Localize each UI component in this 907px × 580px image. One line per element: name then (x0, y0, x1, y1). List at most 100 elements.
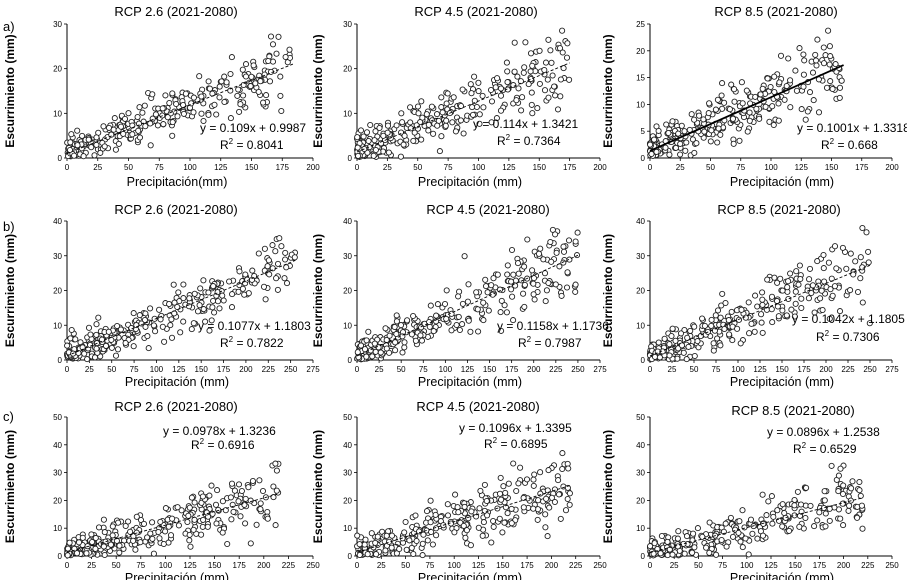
data-point (826, 505, 833, 512)
data-point (174, 303, 181, 311)
data-point (443, 100, 450, 107)
data-point (147, 120, 154, 127)
data-point (666, 151, 673, 158)
data-point (238, 487, 245, 495)
data-point (401, 132, 408, 139)
data-point (666, 352, 673, 359)
data-point (566, 256, 573, 263)
data-point (515, 270, 522, 277)
data-point (455, 313, 462, 320)
data-point (794, 488, 801, 495)
data-point (209, 510, 216, 517)
data-point (221, 73, 228, 80)
data-point (107, 541, 114, 548)
data-point (391, 323, 398, 331)
data-point (757, 91, 764, 98)
data-point (265, 57, 272, 65)
panel-title: RCP 4.5 (2021-2080) (414, 4, 537, 19)
y-axis-label: Escurrimiento (mm) (3, 234, 17, 347)
data-point (529, 62, 536, 69)
data-point (783, 82, 790, 90)
x-tick-label: 225 (861, 561, 875, 570)
data-point (666, 341, 673, 348)
data-point (87, 331, 94, 338)
x-tick-label: 0 (648, 163, 653, 172)
data-point (699, 533, 706, 540)
data-point (674, 535, 681, 542)
data-point (535, 497, 542, 504)
data-point (426, 323, 433, 330)
data-point (745, 551, 752, 558)
data-point (739, 507, 746, 514)
x-tick-label: 150 (496, 561, 510, 570)
data-point (245, 484, 252, 491)
data-point (552, 281, 559, 288)
data-point (200, 117, 207, 125)
data-point (559, 27, 566, 34)
data-point (190, 109, 197, 116)
data-point (510, 460, 517, 467)
data-point (373, 551, 380, 558)
data-point (208, 482, 215, 489)
data-point (376, 124, 383, 132)
data-point (265, 257, 272, 264)
data-point (719, 290, 726, 297)
data-point (459, 300, 466, 307)
data-point (361, 541, 368, 548)
data-point (528, 101, 535, 108)
data-point (392, 339, 399, 346)
y-tick-label: 30 (53, 252, 62, 261)
data-point (856, 487, 863, 494)
x-tick-label: 50 (401, 561, 410, 570)
r-squared-prefix: R (793, 442, 802, 456)
data-point (545, 36, 552, 43)
data-point (228, 480, 236, 487)
data-point (779, 287, 786, 294)
chart-panel-5: 0 25 50 75 100 125 150 175 200 225 250 275 0 10 20 30 40… (311, 202, 609, 389)
data-point (382, 547, 389, 554)
data-point (382, 325, 389, 332)
y-tick-label: 30 (636, 469, 645, 478)
data-point (737, 340, 744, 347)
data-point (443, 315, 450, 322)
data-point (572, 288, 579, 295)
data-point (357, 127, 365, 134)
data-point (474, 306, 481, 313)
data-point (221, 98, 228, 106)
data-point (821, 488, 828, 495)
data-point (793, 87, 800, 94)
data-point (360, 133, 367, 140)
data-point (460, 130, 467, 137)
data-point (465, 281, 472, 288)
x-tick-label: 175 (217, 365, 231, 374)
x-tick-label: 175 (520, 561, 534, 570)
data-point (687, 327, 694, 334)
data-point (542, 524, 549, 531)
data-point (468, 508, 475, 515)
data-point (694, 525, 701, 532)
data-point (729, 115, 737, 122)
x-tick-label: 0 (65, 163, 70, 172)
data-point (795, 281, 802, 288)
data-point (174, 113, 181, 120)
data-point (136, 134, 144, 141)
data-point (166, 99, 173, 107)
data-point (805, 295, 812, 302)
x-tick-label: 50 (112, 561, 121, 570)
x-axis-label: Precipitación (mm) (125, 375, 229, 389)
data-point (420, 531, 427, 538)
data-point (677, 330, 685, 337)
data-point (210, 297, 217, 304)
x-tick-label: 175 (813, 561, 827, 570)
r-squared-superscript: 2 (200, 437, 205, 446)
data-point (190, 526, 197, 533)
y-tick-label: 40 (53, 441, 62, 450)
data-point (775, 100, 782, 107)
data-point (729, 533, 737, 540)
data-point (407, 119, 414, 126)
x-tick-label: 25 (87, 561, 96, 570)
data-point (190, 94, 197, 101)
data-point (214, 298, 222, 305)
data-point (393, 318, 400, 325)
